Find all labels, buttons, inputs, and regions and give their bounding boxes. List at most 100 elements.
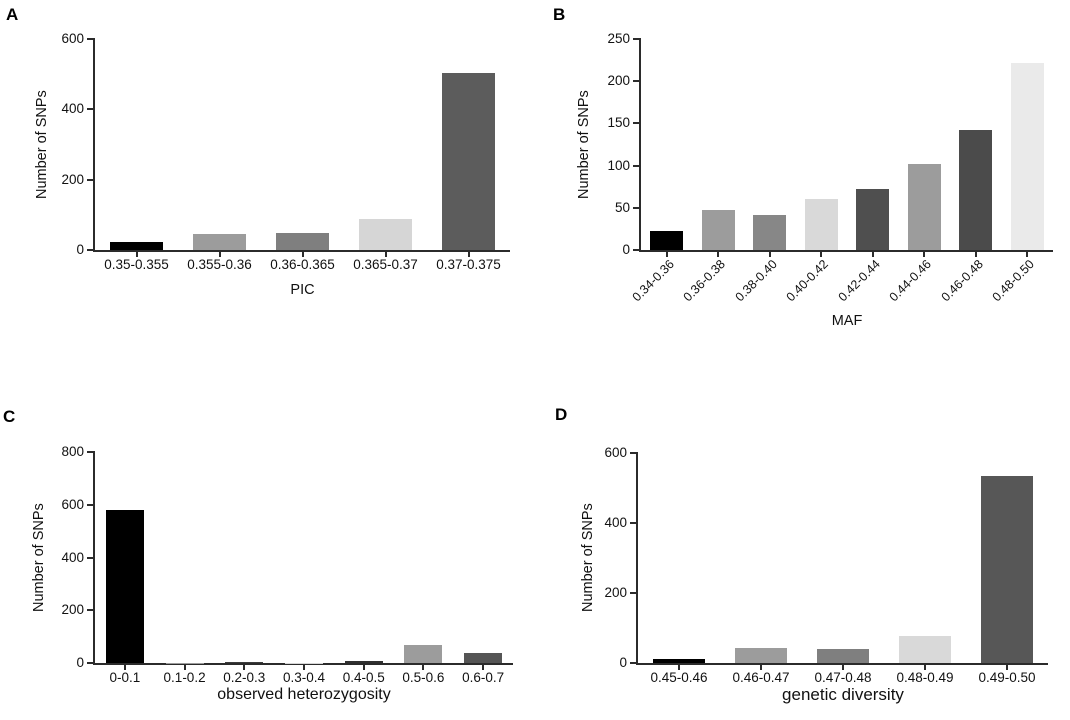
panel-label-D: D [555, 405, 568, 424]
x-tick [871, 252, 874, 257]
x-tick-label: 0.45-0.46 [650, 670, 708, 685]
x-axis-title: MAF [831, 313, 863, 329]
plot-area: 0 50 100 150 200 250 0.34-0.36 0.36-0.38 0.38-0.… [607, 31, 1053, 304]
bar-0.42-0.44 [856, 189, 890, 250]
x-tick-label: 0.47-0.48 [814, 670, 872, 685]
x-tick [717, 252, 720, 257]
x-tick-label: 0.3-0.4 [282, 670, 326, 685]
x-tick [301, 252, 304, 257]
y-tick [633, 206, 639, 209]
y-tick [87, 609, 93, 612]
bar-0.47-0.48 [817, 648, 869, 663]
bar-0.36-0.38 [701, 209, 735, 250]
y-axis-line [636, 452, 638, 665]
y-axis-line [93, 38, 95, 252]
y-tick-label: 50 [614, 199, 630, 215]
x-tick [303, 665, 305, 670]
y-tick [87, 108, 93, 111]
plot-area: 0 200 400 600 800 0-0.1 0.1-0.2 0.2-0.3 0.3-0.4 0… [61, 444, 513, 685]
y-tick [87, 249, 93, 251]
bar-0.45-0.46 [653, 658, 705, 663]
x-axis-line [639, 250, 1053, 252]
y-axis-line [93, 451, 95, 665]
x-tick [760, 665, 762, 670]
x-tick [678, 665, 680, 670]
y-tick [87, 451, 93, 453]
y-tick [633, 164, 639, 167]
x-axis-line [93, 663, 513, 665]
x-tick [218, 252, 221, 257]
y-tick [87, 503, 93, 506]
y-tick-label: 600 [604, 445, 627, 460]
bar-0.6-0.7 [464, 652, 503, 663]
x-tick [842, 665, 844, 670]
bar-0.44-0.46 [907, 163, 941, 250]
y-tick-label: 600 [61, 496, 84, 512]
bar-0-0.1 [105, 510, 144, 663]
x-tick-label: 0.37-0.375 [436, 257, 501, 272]
x-axis-title: genetic diversity [782, 685, 904, 704]
x-tick [924, 665, 926, 670]
x-tick [820, 252, 823, 257]
x-tick [384, 252, 387, 257]
y-tick-label: 400 [61, 549, 84, 565]
x-tick [123, 665, 126, 670]
y-tick-label: 100 [607, 157, 630, 173]
y-tick-label: 250 [607, 31, 630, 46]
x-tick-label: 0.4-0.5 [342, 670, 385, 685]
y-tick [633, 122, 639, 125]
y-tick [87, 178, 93, 181]
bar-0.35-0.355 [110, 241, 163, 250]
bar-0.38-0.40 [753, 214, 787, 250]
bar-0.34-0.36 [650, 230, 684, 250]
panel-B: B Number of SNPs 0 50 100 150 200 250 0.34-0.3… [535, 0, 1070, 350]
x-tick [422, 665, 425, 670]
bar-0.48-0.49 [899, 635, 951, 663]
plot-area: 0 200 400 600 0.35-0.355 0.355-0.36 0.36-0.365… [61, 31, 510, 272]
y-tick-label: 0 [76, 242, 84, 257]
bar-0.4-0.5 [344, 661, 383, 663]
x-tick [665, 252, 668, 257]
panel-D: D Number of SNPs 0 200 400 600 0.45-0.46 0.46… [535, 385, 1070, 720]
bar-0.46-0.48 [959, 130, 993, 250]
y-tick-label: 200 [604, 585, 627, 600]
y-tick [633, 38, 639, 40]
bar-0.2-0.3 [225, 662, 264, 663]
x-tick [135, 252, 138, 257]
panel-label-A: A [6, 5, 19, 24]
bar-0.48-0.50 [1010, 62, 1044, 250]
x-tick-label: 0.35-0.355 [104, 257, 169, 272]
x-axis-line [636, 663, 1048, 665]
x-tick-label: 0.355-0.36 [187, 257, 252, 272]
x-tick [183, 665, 186, 670]
x-tick [974, 252, 977, 257]
plot-area: 0 200 400 600 0.45-0.46 0.46-0.47 0.47-0.48 0.4… [604, 445, 1048, 685]
panel-label-C: C [3, 407, 16, 426]
x-tick-label: 0.36-0.365 [270, 257, 335, 272]
x-axis-line [93, 250, 510, 252]
y-tick [630, 592, 636, 594]
panel-C: C Number of SNPs 0 200 400 600 800 0-0.1 0.1-0… [0, 385, 535, 720]
x-tick [768, 252, 771, 257]
x-tick-label: 0.48-0.49 [896, 670, 954, 685]
bar-0.365-0.37 [359, 218, 412, 250]
bar-0.355-0.36 [193, 234, 246, 250]
panel-label-B: B [553, 5, 566, 24]
x-tick-label: 0.365-0.37 [353, 257, 418, 272]
x-tick [1006, 665, 1008, 670]
x-tick-label: 0.5-0.6 [402, 670, 445, 685]
y-tick [630, 522, 636, 524]
y-tick-label: 800 [61, 444, 84, 459]
x-tick-label: 0.2-0.3 [223, 670, 266, 685]
x-tick [482, 665, 485, 670]
y-tick [630, 662, 636, 664]
bar-0.36-0.365 [276, 232, 329, 250]
y-tick-label: 150 [607, 115, 630, 131]
y-tick-label: 400 [604, 515, 627, 530]
x-tick-label: 0.6-0.7 [462, 670, 505, 685]
x-tick [243, 665, 246, 670]
x-tick-label: 0-0.1 [109, 670, 141, 685]
y-axis-title: Number of SNPs [576, 90, 592, 199]
y-axis-title: Number of SNPs [34, 90, 50, 199]
x-tick-label: 0.1-0.2 [163, 670, 206, 685]
